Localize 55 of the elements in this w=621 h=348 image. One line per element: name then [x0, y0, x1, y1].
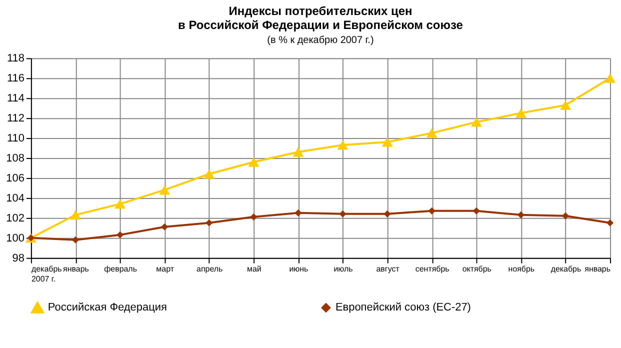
x-tick-label: июнь: [289, 264, 308, 274]
legend-label: Европейский союз (ЕС-27): [335, 302, 471, 314]
x-tick-label: февраль: [104, 264, 137, 274]
point: [248, 157, 260, 167]
point: [426, 128, 438, 138]
point: [339, 210, 346, 218]
point: [294, 209, 302, 216]
point: [472, 207, 480, 214]
point: [292, 147, 304, 157]
point: [161, 223, 168, 230]
point: [72, 236, 80, 244]
y-tick-label: 114: [6, 92, 24, 105]
point: [562, 212, 570, 220]
point: [337, 140, 348, 150]
point: [70, 210, 81, 220]
x-tick-label: июль: [334, 264, 353, 274]
point: [250, 213, 258, 220]
point: [382, 137, 393, 147]
x-tick-label: декабрь: [550, 264, 582, 274]
x-tick-label: апрель: [196, 264, 223, 274]
y-tick-label: 116: [6, 72, 24, 85]
chart-title: Индексы потребительских цен в Российской Федерации и Европейском союзе: [178, 4, 464, 32]
x-tick-label: август: [376, 264, 400, 274]
x-tick-label: сентябрь: [415, 264, 450, 274]
point: [114, 199, 126, 209]
x-tick-label: январь: [584, 264, 611, 274]
x-tick-label: январь: [63, 264, 89, 274]
point: [604, 73, 616, 83]
y-tick-label: 110: [6, 132, 24, 145]
x-tick-label: октябрь: [462, 264, 492, 274]
point: [428, 207, 436, 214]
y-tick-label: 104: [6, 192, 24, 204]
chart-subtitle: (в % к декабрю 2007 г.): [267, 35, 374, 46]
point: [204, 169, 215, 179]
y-tick-label: 98: [12, 252, 24, 264]
point: [206, 219, 213, 226]
point: [159, 185, 170, 195]
point: [384, 210, 391, 218]
point: [606, 219, 614, 226]
y-tick-label: 108: [6, 152, 24, 164]
y-tick-label: 102: [6, 212, 24, 224]
x-tick-label: декабрь 2007 г.: [31, 264, 62, 284]
legend-label: Российская Федерация: [48, 302, 167, 314]
y-tick-label: 100: [6, 232, 24, 244]
x-tick-label: март: [156, 264, 174, 274]
x-tick-label: май: [246, 264, 262, 274]
point: [116, 231, 124, 238]
point: [515, 108, 526, 118]
y-tick-label: 106: [6, 172, 24, 184]
point: [517, 211, 524, 218]
y-tick-label: 118: [6, 52, 24, 65]
x-tick-label: ноябрь: [508, 264, 535, 274]
point: [470, 117, 482, 127]
y-tick-label: 112: [6, 112, 24, 125]
point: [560, 100, 571, 110]
